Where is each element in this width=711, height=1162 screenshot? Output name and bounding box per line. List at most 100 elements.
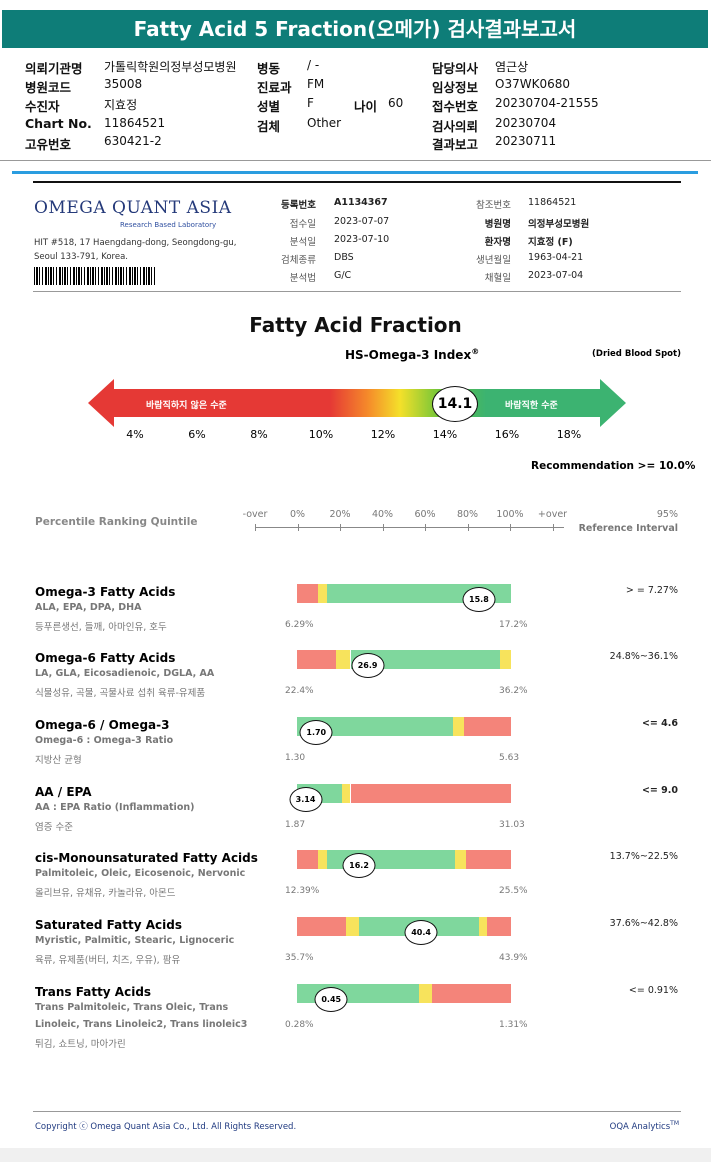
index-title: HS-Omega-3 Index® xyxy=(345,347,480,362)
header-value: O37WK0680 xyxy=(495,77,570,91)
recommendation: Recommendation >= 10.0% xyxy=(531,460,696,472)
age-label: 나이 xyxy=(354,99,378,114)
header-label: 병원코드 xyxy=(25,80,72,95)
result-min: 1.87 xyxy=(285,820,306,830)
result-bar xyxy=(297,717,511,736)
footer-line xyxy=(33,1111,681,1112)
result-min: 35.7% xyxy=(285,953,314,963)
info-label: 검체종류 xyxy=(281,255,316,266)
header-label: 진료과 xyxy=(257,80,292,95)
header-label: 성별 xyxy=(257,99,281,114)
result-marker: 40.4 xyxy=(404,920,438,945)
index-tick: 14% xyxy=(432,428,458,441)
info-label: 등록번호 xyxy=(281,200,316,211)
bar-segment xyxy=(318,850,327,869)
index-tick: 10% xyxy=(308,428,334,441)
header-value: 가톨릭학원의정부성모병원 xyxy=(104,60,237,74)
header-value: 지효정 xyxy=(104,98,138,112)
result-marker: 26.9 xyxy=(351,653,385,678)
blue-divider xyxy=(12,171,698,174)
brand: OQA AnalyticsTM xyxy=(609,1120,679,1132)
bar-segment xyxy=(297,584,319,603)
index-tick: 6% xyxy=(188,428,206,441)
info-label: 채혈일 xyxy=(484,273,511,284)
bar-segment xyxy=(431,984,511,1003)
result-max: 1.31% xyxy=(499,1020,528,1030)
index-tick: 8% xyxy=(250,428,268,441)
scale-tick xyxy=(255,524,256,531)
header-label: Chart No. xyxy=(25,116,92,131)
header-label: 수진자 xyxy=(25,99,60,114)
info-value: A1134367 xyxy=(334,197,388,208)
result-foods: 올리브유, 유채유, 카놀라유, 아몬드 xyxy=(35,888,176,899)
bar-segment xyxy=(418,984,432,1003)
header-label: 고유번호 xyxy=(25,137,72,152)
info-label: 참조번호 xyxy=(476,200,511,211)
info-value: 2023-07-10 xyxy=(334,234,390,245)
bar-segment xyxy=(297,850,319,869)
header-label: 담당의사 xyxy=(432,61,479,76)
scale-line xyxy=(256,527,564,528)
scale-label: 20% xyxy=(329,509,351,520)
ranking-label: Percentile Ranking Quintile xyxy=(35,516,198,528)
info-value: 2023-07-07 xyxy=(334,216,390,227)
result-name: AA / EPA xyxy=(35,785,92,799)
sample-type: (Dried Blood Spot) xyxy=(592,349,681,359)
header-label: 결과보고 xyxy=(432,137,479,152)
good-level-label: 바람직한 수준 xyxy=(505,401,558,411)
result-reference: <= 0.91% xyxy=(628,985,678,996)
info-value: 2023-07-04 xyxy=(528,270,584,281)
result-name: Saturated Fatty Acids xyxy=(35,918,182,932)
header-value: 35008 xyxy=(104,77,143,91)
result-max: 25.5% xyxy=(499,886,528,896)
result-bar xyxy=(297,784,511,803)
result-name: Omega-6 / Omega-3 xyxy=(35,718,170,732)
info-value: DBS xyxy=(334,252,354,263)
barcode xyxy=(34,267,156,285)
header-label: 병동 xyxy=(257,61,281,76)
result-name: cis-Monounsaturated Fatty Acids xyxy=(35,851,258,865)
result-marker: 1.70 xyxy=(299,720,333,745)
info-label: 분석법 xyxy=(289,273,316,284)
result-name: Omega-3 Fatty Acids xyxy=(35,585,176,599)
info-value: 11864521 xyxy=(528,197,577,208)
bar-segment xyxy=(478,917,488,936)
scale-label: -over xyxy=(242,509,268,520)
lab-topline xyxy=(33,181,681,183)
info-label: 분석일 xyxy=(289,237,316,248)
result-marker: 16.2 xyxy=(342,853,376,878)
index-tick: 16% xyxy=(494,428,520,441)
info-value: G/C xyxy=(334,270,352,281)
result-reference: 13.7%~22.5% xyxy=(609,851,678,862)
bar-segment xyxy=(346,917,360,936)
bar-segment xyxy=(455,850,467,869)
lab-address-1: HIT #518, 17 Haengdang-dong, Seongdong-g… xyxy=(34,238,237,248)
bar-segment xyxy=(297,917,347,936)
result-min: 22.4% xyxy=(285,686,314,696)
result-min: 12.39% xyxy=(285,886,320,896)
index-tick: 12% xyxy=(370,428,396,441)
bar-segment xyxy=(335,650,351,669)
result-max: 36.2% xyxy=(499,686,528,696)
result-components: Myristic, Palmitic, Stearic, Lignoceric xyxy=(35,935,235,946)
bar-segment xyxy=(297,717,454,736)
ref-title-2: Reference Interval xyxy=(578,523,678,534)
result-name: Omega-6 Fatty Acids xyxy=(35,651,176,665)
info-label: 생년월일 xyxy=(476,255,511,266)
bar-segment xyxy=(350,650,501,669)
scale-label: 60% xyxy=(414,509,436,520)
result-reference: 24.8%~36.1% xyxy=(609,651,678,662)
scale-label: 0% xyxy=(289,509,306,520)
header-label: 접수번호 xyxy=(432,99,479,114)
index-value-badge: 14.1 xyxy=(432,386,478,422)
result-name: Trans Fatty Acids xyxy=(35,985,152,999)
result-max: 31.03 xyxy=(499,820,525,830)
result-foods: 식물성유, 곡물, 곡물사료 섭취 육류-유제품 xyxy=(35,688,206,699)
result-components: LA, GLA, Eicosadienoic, DGLA, AA xyxy=(35,668,215,679)
lab-address-2: Seoul 133-791, Korea. xyxy=(34,252,128,262)
result-components-2: Linoleic, Trans Linoleic2, Trans linolei… xyxy=(35,1019,248,1030)
bar-segment xyxy=(297,650,336,669)
index-arrow xyxy=(88,379,626,427)
result-components: Palmitoleic, Oleic, Eicosenoic, Nervonic xyxy=(35,868,246,879)
